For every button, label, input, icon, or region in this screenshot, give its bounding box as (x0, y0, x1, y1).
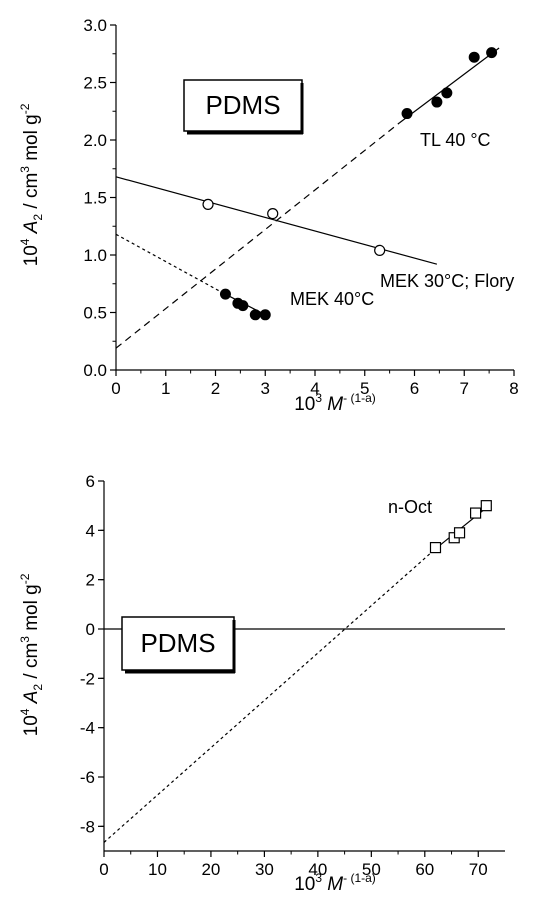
top-x-tick-label: 5 (360, 379, 369, 398)
bottom-series-0-point (480, 500, 492, 512)
label-mek40: MEK 40°C (290, 289, 374, 309)
bottom-y-tick-label: 0 (86, 620, 95, 639)
top-series-2-point (237, 300, 249, 312)
top-y-tick-label: 1.0 (83, 246, 107, 265)
top-x-tick-label: 4 (310, 379, 319, 398)
bottom-x-axis-label: 103 M- (1-a) (294, 871, 376, 895)
top-box-frame (183, 79, 303, 132)
bottom-y-tick-label: 2 (86, 571, 95, 590)
top-series-1-fit-line (115, 176, 438, 265)
bottom-x-tick-label: 30 (255, 860, 274, 879)
bottom-series-0-point (469, 507, 482, 519)
top-series-1-point (374, 244, 386, 256)
bottom-box-frame (121, 616, 235, 671)
top-x-tick-label: 2 (211, 379, 220, 398)
top-y-axis-label: 104 A2 / cm3 mol g-2 (18, 103, 45, 266)
top-series-2-point (249, 309, 261, 321)
top-series-0-point (468, 51, 480, 63)
bottom-x-tick-label: 70 (469, 860, 488, 879)
top-series-0-point (401, 108, 413, 120)
bottom-x-tick-label: 50 (362, 860, 381, 879)
top-y-tick-label: 2.5 (83, 74, 107, 93)
bottom-x-tick-label: 40 (308, 860, 327, 879)
bottom-y-tick-label: 6 (86, 472, 95, 491)
top-y-tick-label: 0.5 (83, 304, 107, 323)
top-series-0-point (486, 47, 498, 59)
bottom-y-axis-label: 104 A2 / cm3 mol g-2 (18, 573, 45, 736)
top-chart: 0 1 2 3 4 5 6 7 8 0.0 0.5 1.0 1.5 2.0 2.5 3.0 PDMS TL 4… (18, 16, 519, 415)
top-x-tick-label: 7 (460, 379, 469, 398)
bottom-series-0-point (453, 527, 466, 539)
bottom-box-text: PDMS (140, 628, 215, 658)
top-x-axis-label: 103 M- (1-a) (294, 391, 376, 415)
top-x-tick-label: 8 (509, 379, 518, 398)
top-x-tick-label: 1 (161, 379, 170, 398)
bottom-y-tick-label: -2 (80, 669, 95, 688)
top-y-tick-label: 0.0 (83, 361, 107, 380)
top-series-0-point (441, 87, 453, 99)
bottom-x-tick-label: 0 (99, 860, 108, 879)
top-series-0-point (431, 96, 443, 108)
label-noct: n-Oct (388, 497, 432, 517)
bottom-x-tick-label: 60 (415, 860, 434, 879)
top-series-0-fit-line (399, 47, 500, 124)
bottom-x-tick-label: 20 (201, 860, 220, 879)
bottom-y-tick-label: -4 (80, 719, 95, 738)
bottom-box-label: PDMS (121, 616, 236, 674)
top-series-1-point (202, 198, 214, 210)
bottom-y-tick-label: -6 (80, 768, 95, 787)
top-y-tick-label: 2.0 (83, 131, 107, 150)
top-series-0-extrapolation-dashed (115, 122, 400, 349)
bottom-x-tick-label: 10 (148, 860, 167, 879)
top-box-text: PDMS (205, 90, 280, 120)
top-chart-axes: 0 1 2 3 4 5 6 7 8 0.0 0.5 1.0 1.5 2.0 2.5 3.0 (83, 16, 518, 398)
bottom-series-0-point (429, 541, 442, 554)
top-x-tick-label: 6 (410, 379, 419, 398)
top-series-2-point (219, 288, 231, 300)
label-mek30: MEK 30°C; Flory (380, 271, 514, 291)
bottom-y-tick-label: 4 (86, 521, 95, 540)
top-box-label: PDMS (183, 79, 304, 135)
top-y-tick-label: 3.0 (83, 16, 107, 35)
top-x-tick-label: 0 (111, 379, 120, 398)
top-y-tick-label: 1.5 (83, 189, 107, 208)
top-x-tick-label: 3 (261, 379, 270, 398)
bottom-series-0-extrapolation-dotted (103, 548, 436, 843)
top-series-2-point (259, 309, 271, 321)
top-series-1-point (267, 208, 279, 220)
top-series-2-extrapolation-dotted (115, 233, 224, 294)
label-tl40: TL 40 °C (420, 130, 491, 150)
bottom-y-tick-label: -8 (80, 817, 95, 836)
